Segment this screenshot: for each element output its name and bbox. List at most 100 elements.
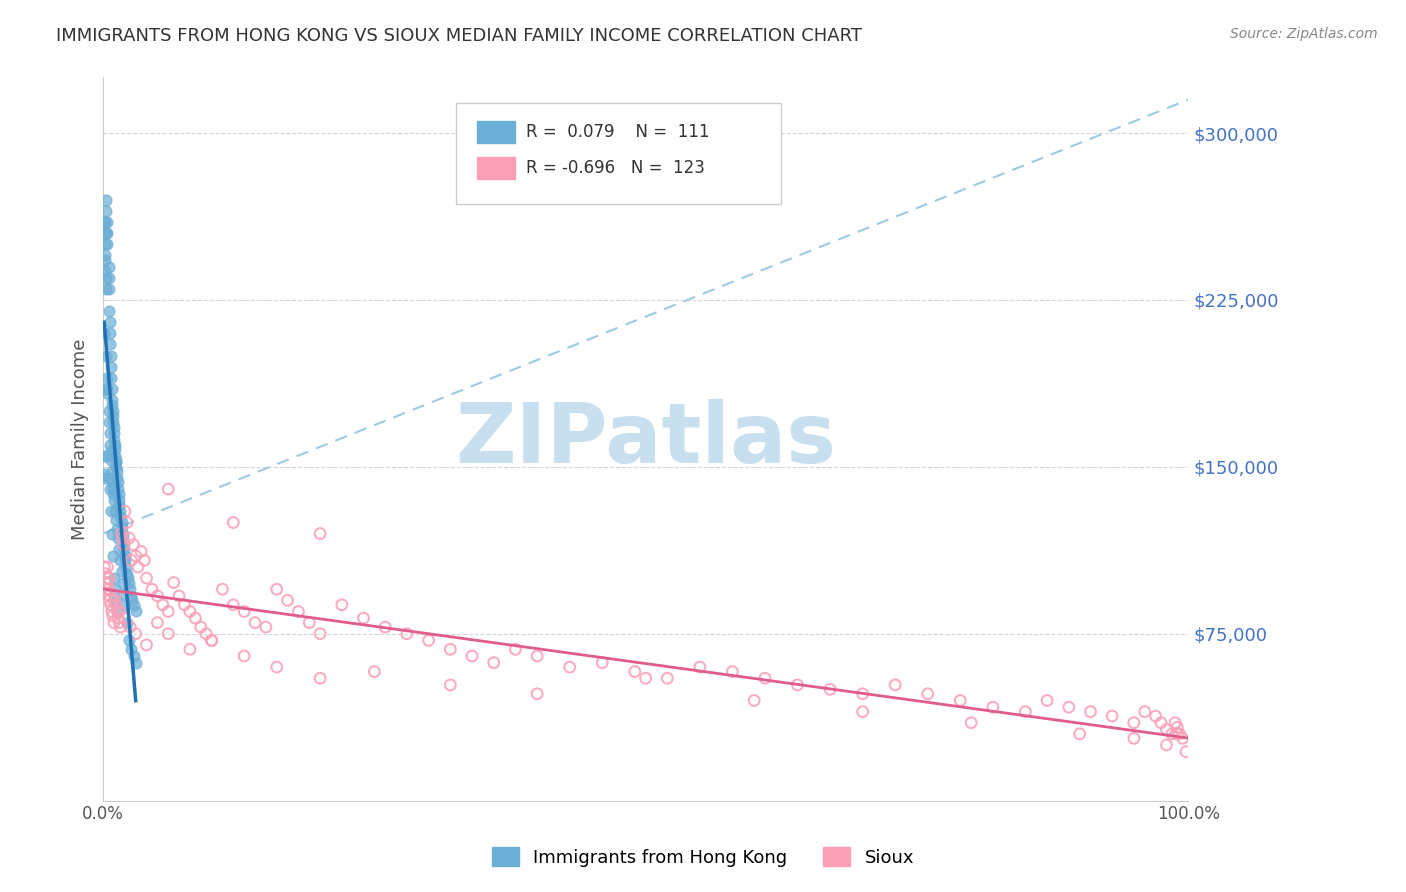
- Point: [114, 598, 136, 612]
- Point: [96, 349, 118, 363]
- Point: [115, 615, 138, 630]
- Point: [105, 605, 128, 619]
- Point: [277, 593, 299, 607]
- Point: [1166, 727, 1188, 741]
- Point: [125, 549, 148, 563]
- Point: [125, 626, 148, 640]
- Point: [1080, 705, 1102, 719]
- Point: [1156, 738, 1178, 752]
- Point: [108, 498, 131, 512]
- Point: [108, 605, 131, 619]
- Point: [129, 544, 152, 558]
- Point: [93, 467, 115, 481]
- Point: [1150, 715, 1173, 730]
- Point: [243, 615, 266, 630]
- Point: [110, 516, 132, 530]
- Point: [1069, 727, 1091, 741]
- Point: [233, 648, 256, 663]
- Point: [94, 215, 117, 229]
- Point: [287, 605, 309, 619]
- Point: [591, 656, 613, 670]
- Point: [105, 471, 128, 485]
- Point: [103, 493, 125, 508]
- Point: [353, 611, 375, 625]
- Point: [201, 633, 224, 648]
- Point: [94, 252, 117, 267]
- Point: [163, 575, 186, 590]
- Point: [94, 237, 117, 252]
- Point: [111, 526, 134, 541]
- Point: [754, 671, 776, 685]
- Point: [120, 589, 142, 603]
- Point: [100, 371, 122, 385]
- Point: [439, 678, 461, 692]
- Point: [152, 598, 174, 612]
- Point: [1164, 715, 1187, 730]
- Point: [195, 626, 218, 640]
- Point: [1160, 727, 1182, 741]
- Point: [97, 404, 120, 418]
- Point: [96, 575, 118, 590]
- Point: [1144, 709, 1167, 723]
- Point: [211, 582, 233, 597]
- Point: [120, 642, 142, 657]
- Point: [112, 587, 135, 601]
- Point: [100, 444, 122, 458]
- Point: [721, 665, 744, 679]
- Point: [96, 193, 118, 207]
- Point: [98, 326, 121, 341]
- Point: [309, 526, 332, 541]
- Point: [105, 593, 128, 607]
- Point: [981, 700, 1004, 714]
- Point: [1101, 709, 1123, 723]
- Point: [120, 582, 142, 597]
- Point: [742, 693, 765, 707]
- Text: Source: ZipAtlas.com: Source: ZipAtlas.com: [1230, 27, 1378, 41]
- Text: R = -0.696   N =  123: R = -0.696 N = 123: [526, 159, 706, 177]
- Point: [167, 589, 190, 603]
- Point: [110, 565, 132, 579]
- Point: [949, 693, 972, 707]
- Point: [104, 504, 127, 518]
- Point: [103, 419, 125, 434]
- Point: [115, 560, 138, 574]
- Point: [96, 449, 118, 463]
- Point: [157, 626, 180, 640]
- Point: [110, 526, 132, 541]
- Point: [104, 442, 127, 456]
- Point: [97, 270, 120, 285]
- Point: [110, 504, 132, 518]
- Point: [101, 409, 124, 423]
- Point: [141, 582, 163, 597]
- Point: [96, 203, 118, 218]
- Point: [1166, 720, 1188, 734]
- Point: [114, 611, 136, 625]
- Point: [461, 648, 484, 663]
- Point: [960, 715, 983, 730]
- Point: [115, 516, 138, 530]
- Point: [105, 513, 128, 527]
- Point: [112, 538, 135, 552]
- Point: [97, 260, 120, 274]
- Point: [96, 270, 118, 285]
- Point: [104, 589, 127, 603]
- Point: [97, 282, 120, 296]
- Point: [818, 682, 841, 697]
- Point: [101, 482, 124, 496]
- Point: [111, 575, 134, 590]
- Point: [122, 538, 145, 552]
- Point: [105, 598, 128, 612]
- Point: [101, 415, 124, 429]
- Point: [96, 382, 118, 396]
- Point: [96, 282, 118, 296]
- Point: [101, 398, 124, 412]
- Point: [122, 648, 145, 663]
- Point: [266, 582, 288, 597]
- Point: [689, 660, 711, 674]
- Point: [101, 526, 124, 541]
- Point: [134, 553, 156, 567]
- Point: [1175, 745, 1198, 759]
- Point: [233, 605, 256, 619]
- Point: [852, 705, 875, 719]
- Text: IMMIGRANTS FROM HONG KONG VS SIOUX MEDIAN FAMILY INCOME CORRELATION CHART: IMMIGRANTS FROM HONG KONG VS SIOUX MEDIA…: [56, 27, 862, 45]
